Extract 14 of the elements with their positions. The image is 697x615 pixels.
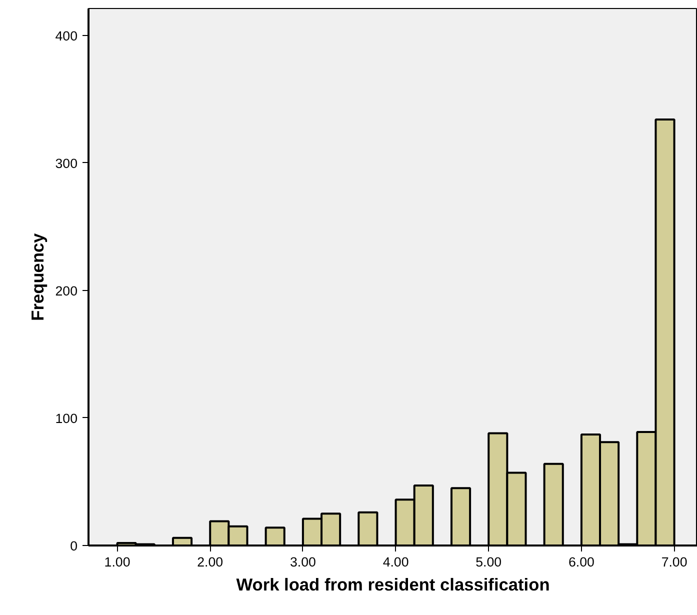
y-tick-label: 0 — [70, 538, 78, 554]
x-tick-label: 1.00 — [104, 554, 130, 570]
x-tick-label: 3.00 — [290, 554, 316, 570]
y-tick-label: 200 — [55, 283, 78, 298]
x-axis-title: Work load from resident classification — [236, 574, 550, 594]
y-tick-label: 100 — [55, 410, 78, 426]
y-tick-label: 400 — [55, 28, 78, 44]
x-tick-label: 6.00 — [568, 554, 594, 570]
x-tick-label: 2.00 — [197, 554, 224, 570]
x-tick-label: 7.00 — [661, 554, 688, 570]
x-tick-label: 5.00 — [476, 554, 502, 570]
x-tick-label: 4.00 — [382, 554, 409, 570]
y-axis-title: Frequency — [27, 232, 48, 321]
y-tick-label: 300 — [55, 156, 78, 171]
